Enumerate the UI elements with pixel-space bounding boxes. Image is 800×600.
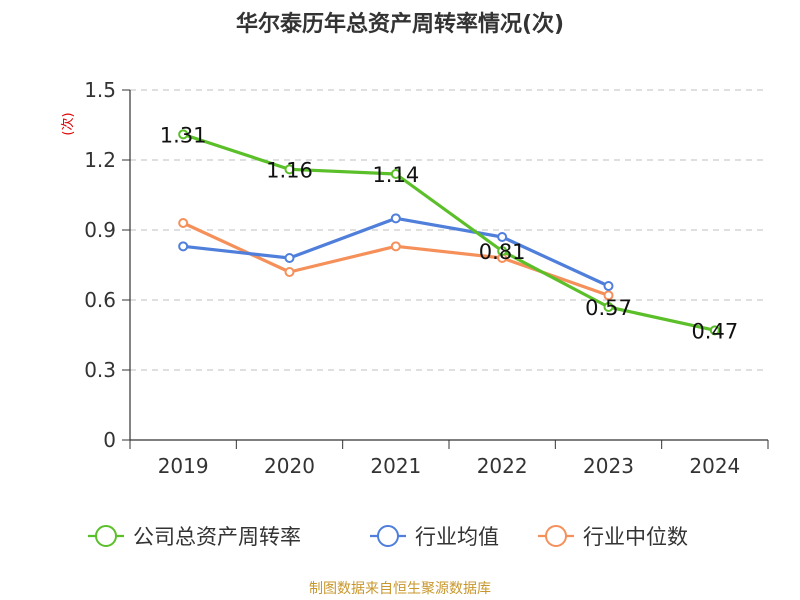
data-labels: 1.31 1.16 1.14 0.81 0.57 0.47 [160, 123, 738, 343]
grid-lines [130, 89, 768, 371]
axes: 0 0.3 0.6 0.9 1.2 1.5 2019 2020 2021 2022 2023 2024… [60, 78, 769, 478]
y-tick-label: 0.3 [84, 358, 116, 382]
y-tick-label: 0.6 [84, 288, 116, 312]
series-lines [178, 129, 720, 336]
legend-item[interactable]: 公司总资产周转率 [88, 525, 301, 549]
data-point [390, 241, 401, 252]
legend-marker [95, 525, 117, 547]
series-line [182, 216, 610, 288]
data-point [178, 129, 189, 140]
x-tick-label: 2024 [689, 454, 740, 478]
legend-label: 公司总资产周转率 [133, 525, 301, 549]
x-tick-label: 2019 [158, 454, 209, 478]
x-tick-label: 2023 [583, 454, 634, 478]
source-note: 制图数据来自恒生聚源数据库 [309, 581, 491, 597]
legend-marker [377, 525, 399, 547]
data-point [284, 267, 295, 277]
data-point [603, 302, 614, 312]
data-point [284, 164, 295, 175]
x-tick-label: 2020 [264, 454, 315, 478]
series-line [182, 221, 610, 297]
legend-label: 行业均值 [415, 525, 499, 549]
legend-label: 行业中位数 [583, 525, 688, 549]
data-label: 0.81 [479, 240, 526, 264]
legend-item[interactable]: 行业均值 [370, 525, 499, 549]
legend-item[interactable]: 行业中位数 [538, 525, 688, 549]
data-point [603, 281, 614, 291]
y-tick-label: 0 [103, 428, 116, 452]
legend[interactable]: 公司总资产周转率 行业均值 行业中位数 [88, 525, 688, 549]
y-tick-label: 1.5 [84, 78, 116, 102]
data-point [178, 218, 189, 228]
x-tick-label: 2021 [370, 454, 421, 478]
data-point [603, 290, 614, 301]
data-point [390, 169, 401, 179]
data-point [390, 213, 401, 224]
data-label: 0.57 [585, 296, 632, 320]
data-point [497, 246, 508, 256]
data-label: 1.31 [160, 123, 207, 147]
data-point [178, 241, 189, 252]
legend-marker [545, 525, 567, 547]
series-line [182, 132, 716, 332]
y-tick-label: 1.2 [84, 148, 116, 172]
data-label: 1.16 [266, 158, 313, 182]
data-point [709, 325, 720, 336]
chart-title: 华尔泰历年总资产周转率情况(次) [235, 12, 565, 37]
y-axis-label: (次) [60, 112, 76, 135]
x-tick-label: 2022 [477, 454, 528, 478]
data-label: 0.47 [691, 319, 738, 343]
y-tick-label: 0.9 [84, 218, 116, 242]
data-point [284, 253, 295, 263]
data-label: 1.14 [372, 163, 419, 187]
data-point [497, 232, 508, 242]
